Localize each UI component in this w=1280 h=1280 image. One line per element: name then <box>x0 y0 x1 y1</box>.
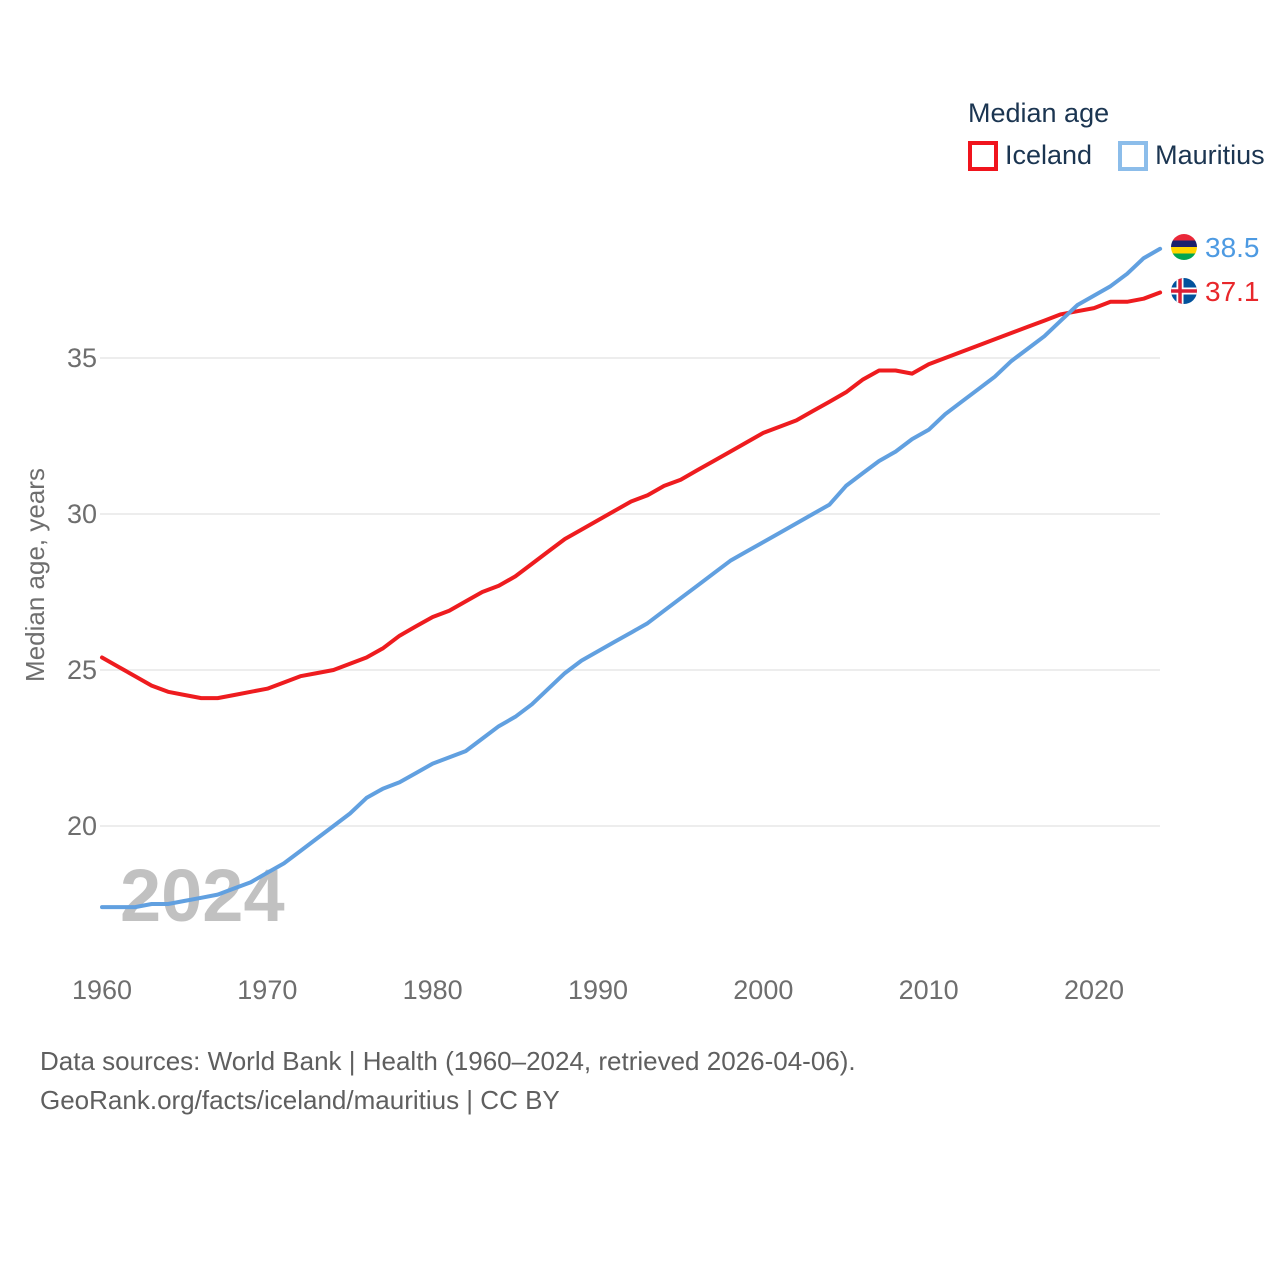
iceland-end-value: 37.1 <box>1205 276 1260 307</box>
mauritius-end-value: 38.5 <box>1205 232 1260 263</box>
legend-label-mauritius: Mauritius <box>1155 140 1265 170</box>
y-axis-title: Median age, years <box>20 468 50 682</box>
x-tick-label-2020: 2020 <box>1064 975 1124 1005</box>
data-sources-line: Data sources: World Bank | Health (1960–… <box>40 1046 856 1076</box>
chart-legend: Median age Iceland Mauritius <box>968 98 1265 171</box>
x-tick-label-1980: 1980 <box>403 975 463 1005</box>
legend-item-iceland[interactable]: Iceland <box>968 140 1092 171</box>
iceland-flag-icon <box>1171 278 1197 304</box>
x-tick-label-1990: 1990 <box>568 975 628 1005</box>
mauritius-line <box>100 246 1163 910</box>
mauritius-swatch-icon <box>1118 140 1149 171</box>
y-tick-label-35: 35 <box>67 343 97 373</box>
legend-item-mauritius[interactable]: Mauritius <box>1118 140 1265 171</box>
attribution-footer: Data sources: World Bank | Health (1960–… <box>40 1042 856 1120</box>
legend-label-iceland: Iceland <box>1005 140 1093 170</box>
x-tick-label-2000: 2000 <box>733 975 793 1005</box>
x-tick-label-1970: 1970 <box>237 975 297 1005</box>
median-age-line-chart: 2024 Median age, years 20 25 30 35 1960 1970… <box>20 232 1260 1005</box>
source-url-line[interactable]: GeoRank.org/facts/iceland/mauritius | CC… <box>40 1085 560 1115</box>
x-axis-ticks: 1960 1970 1980 1990 2000 2010 2020 <box>72 975 1124 1005</box>
gridlines <box>100 357 1160 827</box>
watermark-year: 2024 <box>120 854 285 937</box>
legend-title: Median age <box>968 98 1110 128</box>
y-axis-ticks: 20 25 30 35 <box>67 343 97 841</box>
x-tick-label-1960: 1960 <box>72 975 132 1005</box>
y-tick-label-30: 30 <box>67 499 97 529</box>
iceland-line <box>100 290 1163 701</box>
y-tick-label-25: 25 <box>67 655 97 685</box>
y-tick-label-20: 20 <box>67 811 97 841</box>
iceland-swatch-icon <box>968 140 998 171</box>
mauritius-flag-icon <box>1171 234 1197 260</box>
data-series <box>100 246 1163 910</box>
x-tick-label-2010: 2010 <box>899 975 959 1005</box>
